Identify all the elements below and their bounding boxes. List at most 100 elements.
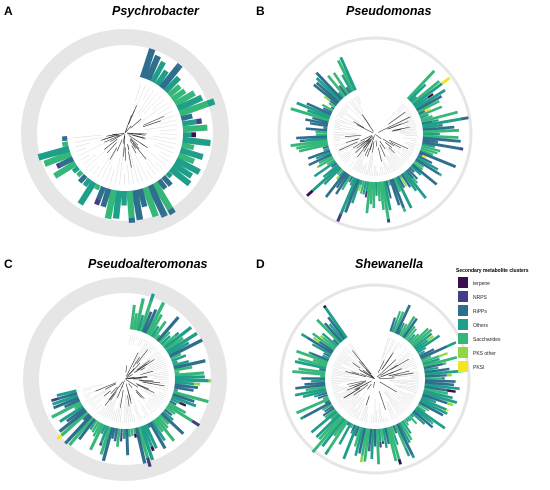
metabolite-bar: [394, 176, 413, 209]
metabolite-bar: [362, 180, 368, 195]
tree-leaf-guide: [337, 355, 356, 367]
tree-branch: [351, 371, 360, 375]
metabolite-bar: [208, 379, 212, 383]
legend-title: Secondary metabolite clusters: [456, 268, 529, 274]
tree-branch: [380, 364, 398, 376]
metabolite-bar: [327, 420, 349, 451]
metabolite-bar: [150, 69, 162, 84]
legend-swatch: [458, 305, 468, 316]
metabolite-bar: [412, 82, 443, 107]
metabolite-bar: [446, 373, 452, 377]
tree-leaf-guide: [91, 399, 102, 409]
metabolite-bar: [77, 180, 97, 206]
metabolite-bar: [410, 165, 422, 176]
metabolite-bar: [182, 132, 192, 138]
metabolite-bar: [323, 322, 343, 343]
tree-leaf-guide: [97, 158, 110, 178]
metabolite-bar: [351, 179, 362, 204]
tree-branch: [379, 381, 397, 393]
metabolite-bar: [424, 369, 459, 376]
tree-branch: [389, 121, 409, 129]
tree-leaf-guide: [158, 154, 169, 162]
tree-leaf-guide: [390, 157, 399, 170]
tree-leaf-guide: [331, 386, 340, 388]
tree-leaf-guide: [340, 110, 361, 125]
metabolite-bar: [359, 179, 363, 186]
metabolite-bar: [181, 119, 197, 127]
tree-leaf-guide: [362, 403, 368, 422]
tree-leaf-guide: [413, 393, 417, 395]
metabolite-bar: [146, 422, 151, 428]
metabolite-bar: [61, 141, 69, 147]
metabolite-bar: [167, 341, 190, 356]
tree-branch: [363, 140, 370, 148]
metabolite-bar: [306, 189, 314, 197]
metabolite-bar: [91, 420, 100, 433]
metabolite-bar: [323, 352, 331, 358]
tree-leaf-guide: [397, 396, 411, 406]
metabolite-bar: [132, 427, 137, 435]
tree-leaf-guide: [391, 128, 417, 132]
metabolite-bar: [336, 213, 343, 223]
metabolite-bar: [317, 394, 328, 400]
metabolite-bar: [413, 408, 432, 423]
metabolite-bar: [51, 400, 82, 419]
metabolite-bar: [150, 325, 160, 338]
tree-leaf-guide: [139, 338, 144, 346]
metabolite-bar: [459, 147, 464, 151]
tree-branch: [95, 382, 117, 392]
legend-label: Saccharides: [473, 337, 501, 343]
metabolite-bar: [384, 427, 390, 445]
tree-leaf-guide: [342, 153, 352, 162]
metabolite-bar: [335, 173, 350, 195]
tree-leaf-guide: [99, 407, 106, 416]
tree-leaf-guide: [89, 163, 97, 172]
tree-branch: [104, 134, 121, 143]
metabolite-bar: [354, 425, 360, 437]
tree-branch: [374, 133, 382, 140]
metabolite-bar: [61, 136, 68, 142]
metabolite-bar: [130, 428, 134, 437]
metabolite-bar: [335, 172, 349, 189]
metabolite-bar: [421, 143, 436, 149]
metabolite-bar: [424, 381, 455, 387]
tree-leaf-guide: [411, 140, 417, 142]
tree-leaf-guide: [73, 134, 102, 138]
metabolite-bar: [378, 198, 381, 202]
tree-leaf-guide: [356, 156, 365, 172]
tree-leaf-guide: [149, 413, 151, 415]
metabolite-bar: [166, 331, 198, 354]
tree-leaf-guide: [335, 118, 355, 126]
tree-leaf-guide: [101, 400, 112, 417]
tree-leaf-guide: [147, 360, 166, 370]
metabolite-bar: [426, 335, 435, 342]
metabolite-bar: [139, 425, 155, 461]
tree-leaf-guide: [331, 382, 343, 385]
metabolite-bar: [120, 428, 123, 433]
tree-branch: [354, 381, 370, 391]
metabolite-bar: [409, 333, 420, 344]
metabolite-bar: [402, 317, 418, 339]
tree-branch: [109, 147, 118, 160]
panel-title-a: Psychrobacter: [112, 4, 199, 18]
tree-leaf-guide: [105, 393, 119, 419]
tree-leaf-guide: [365, 169, 367, 175]
metabolite-bar: [407, 333, 416, 343]
metabolite-bar: [310, 410, 338, 434]
tree-leaf-guide: [394, 145, 411, 157]
metabolite-bar: [424, 383, 460, 391]
metabolite-bar: [399, 323, 408, 337]
tree-leaf-guide: [344, 396, 359, 412]
tree-branch: [355, 138, 371, 153]
metabolite-bar: [162, 410, 174, 421]
tree-leaf-guide: [333, 392, 339, 395]
metabolite-bar: [404, 447, 411, 457]
tree-branch: [339, 141, 358, 151]
metabolite-bar: [367, 428, 373, 452]
tree-branch: [123, 135, 126, 154]
tree-branch: [143, 381, 152, 384]
tree-leaf-guide: [74, 142, 91, 148]
tree-leaf-guide: [158, 386, 169, 389]
tree-leaf-guide: [154, 348, 158, 351]
metabolite-bar: [82, 177, 92, 188]
